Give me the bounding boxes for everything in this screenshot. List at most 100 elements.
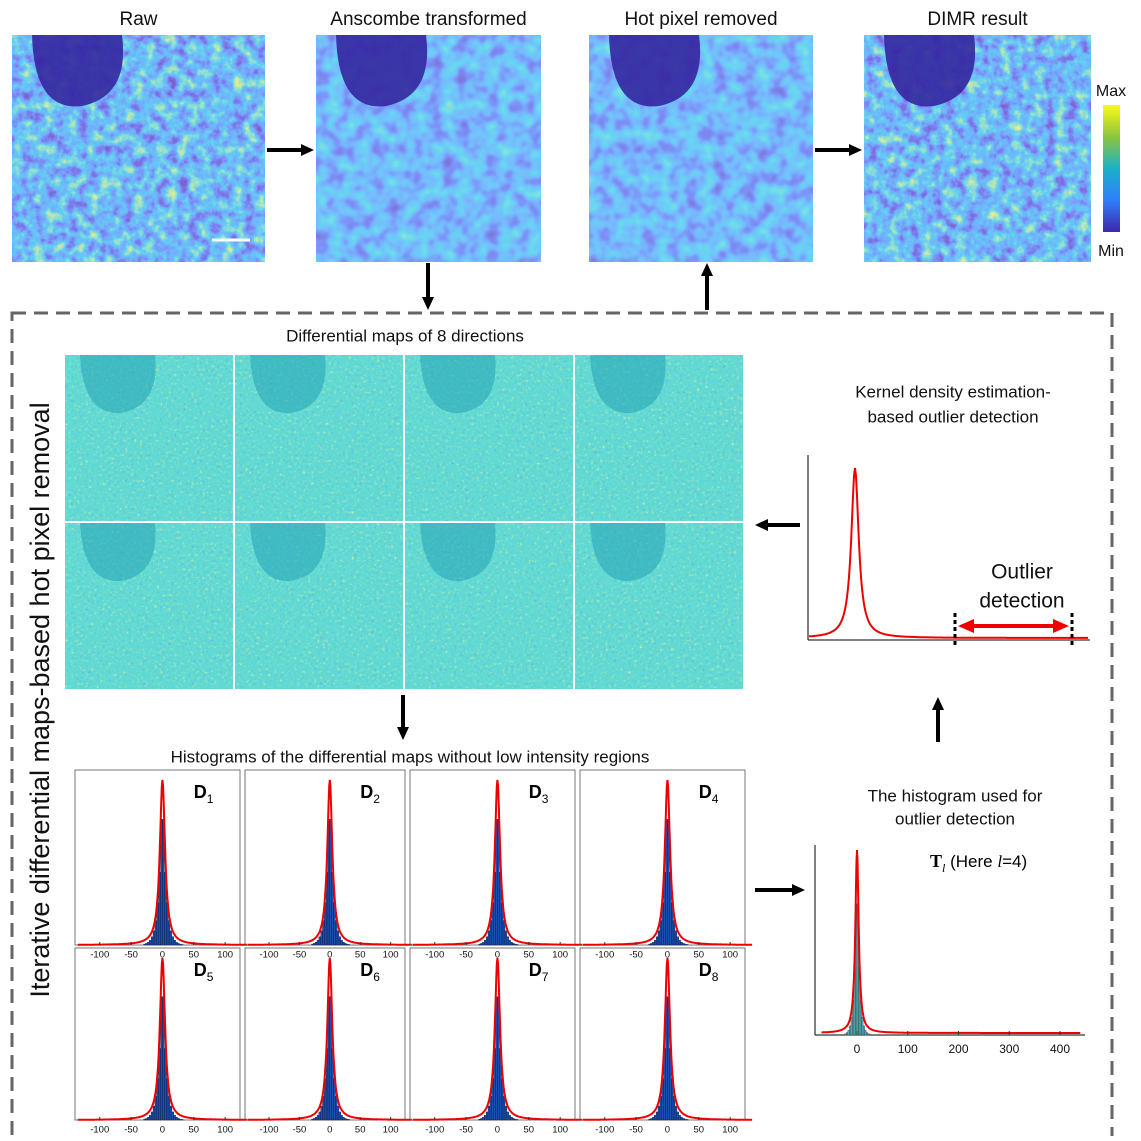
tick-label: -50 (459, 1125, 473, 1136)
density-curve (77, 957, 248, 1121)
label-symbol: D (360, 960, 373, 980)
box-label: Iterative differential maps-based hot pi… (25, 402, 55, 997)
histogram-bar (147, 1117, 150, 1121)
label-symbol: D (194, 960, 207, 980)
dark-region (609, 35, 701, 107)
tick-label: 50 (189, 1125, 200, 1136)
panel-title: Anscombe transformed (330, 9, 526, 30)
panel-label: D7 (529, 960, 549, 984)
tick-label: 100 (898, 1042, 918, 1056)
histogram-bar (510, 942, 513, 946)
map-region (590, 523, 666, 582)
histogram-bar (487, 1105, 491, 1121)
label-index: 4 (712, 792, 719, 806)
outlier-arrow (958, 619, 974, 633)
histogram-bar (167, 920, 171, 946)
outlier-label: detection (979, 590, 1064, 613)
tick-label: -50 (293, 950, 307, 961)
map-region (420, 523, 496, 582)
label-symbol: T (930, 851, 942, 871)
tick-label: -50 (293, 1125, 307, 1136)
threshold-title: outlier detection (895, 809, 1015, 828)
map-region (250, 355, 326, 414)
histogram-bar (143, 1118, 146, 1121)
histogram-bar (484, 940, 487, 946)
histogram-bar (648, 1118, 651, 1121)
histogram-bar (173, 940, 176, 946)
tick-label: 0 (160, 1125, 165, 1136)
histogram-bar (313, 943, 316, 946)
histogram-bar (864, 1030, 867, 1036)
tick-label: 50 (189, 950, 200, 961)
tick-label: 100 (383, 1125, 399, 1136)
tick-label: 50 (524, 1125, 535, 1136)
histogram-bar (514, 943, 517, 946)
tick-label: -50 (459, 950, 473, 961)
histogram-bar (847, 1030, 850, 1036)
label-index: 7 (542, 970, 549, 984)
panel-title: DIMR result (927, 9, 1028, 30)
label-text: (Here (945, 852, 997, 871)
label-symbol: D (529, 960, 542, 980)
histogram-bar (173, 1115, 176, 1121)
histogram-bar (655, 936, 659, 946)
histogram-bar (674, 930, 678, 946)
section-title: Histograms of the differential maps with… (171, 747, 650, 766)
label-symbol: D (699, 782, 712, 802)
histogram-bar (508, 1115, 511, 1121)
histogram-bar (320, 930, 323, 946)
histogram-bar (169, 930, 173, 946)
histogram-bar (318, 1111, 321, 1121)
tick-label: 200 (948, 1042, 968, 1056)
density-curve (247, 957, 412, 1121)
histogram-bar (149, 940, 152, 946)
histogram-bar (311, 943, 314, 946)
colorbar-max: Max (1096, 83, 1126, 100)
histogram-bar (512, 943, 515, 946)
histogram-bar (175, 1117, 178, 1121)
threshold-title: The histogram used for (868, 786, 1043, 805)
histogram-bar (344, 943, 347, 946)
histogram-bar (865, 1032, 868, 1036)
histogram-bar (181, 944, 184, 946)
kde-curve (808, 467, 1088, 639)
map-region (420, 355, 496, 414)
arrow-head (849, 144, 862, 156)
histogram-bar (516, 1119, 519, 1121)
histogram-bar (347, 944, 351, 946)
histogram-bar (676, 1111, 679, 1121)
density-curve (582, 779, 753, 946)
label-symbol: D (194, 782, 207, 802)
histogram-bar (654, 940, 657, 946)
arrow-head (755, 519, 768, 531)
histogram-bar (311, 1118, 314, 1121)
map-region (250, 523, 326, 582)
histogram-bar (480, 1118, 483, 1121)
kde-title: based outlier detection (867, 407, 1038, 426)
histogram-bar (867, 1033, 870, 1036)
panel-label: D2 (360, 782, 380, 806)
histogram-bar (506, 936, 509, 946)
histogram-bar (678, 940, 681, 946)
histogram-bar (347, 1119, 351, 1121)
density-curve (77, 779, 248, 946)
tick-label: 50 (694, 1125, 705, 1136)
histogram-bar (502, 920, 506, 946)
histogram-bar (179, 943, 182, 946)
label-symbol: D (699, 960, 712, 980)
histogram-bar (346, 1118, 349, 1121)
histogram-bar (316, 940, 320, 946)
histogram-bar (657, 1105, 661, 1121)
histogram-bar (484, 1115, 487, 1121)
tick-label: 50 (524, 950, 535, 961)
tick-label: -100 (595, 1125, 614, 1136)
histogram-bar (177, 1118, 180, 1121)
map-region (590, 355, 666, 414)
histogram-bar (171, 1111, 174, 1121)
histogram-bar (506, 1111, 509, 1121)
tick-label: 100 (552, 950, 568, 961)
tick-label: 0 (160, 950, 165, 961)
histogram-bar (676, 936, 679, 946)
histogram-bar (655, 1111, 659, 1121)
